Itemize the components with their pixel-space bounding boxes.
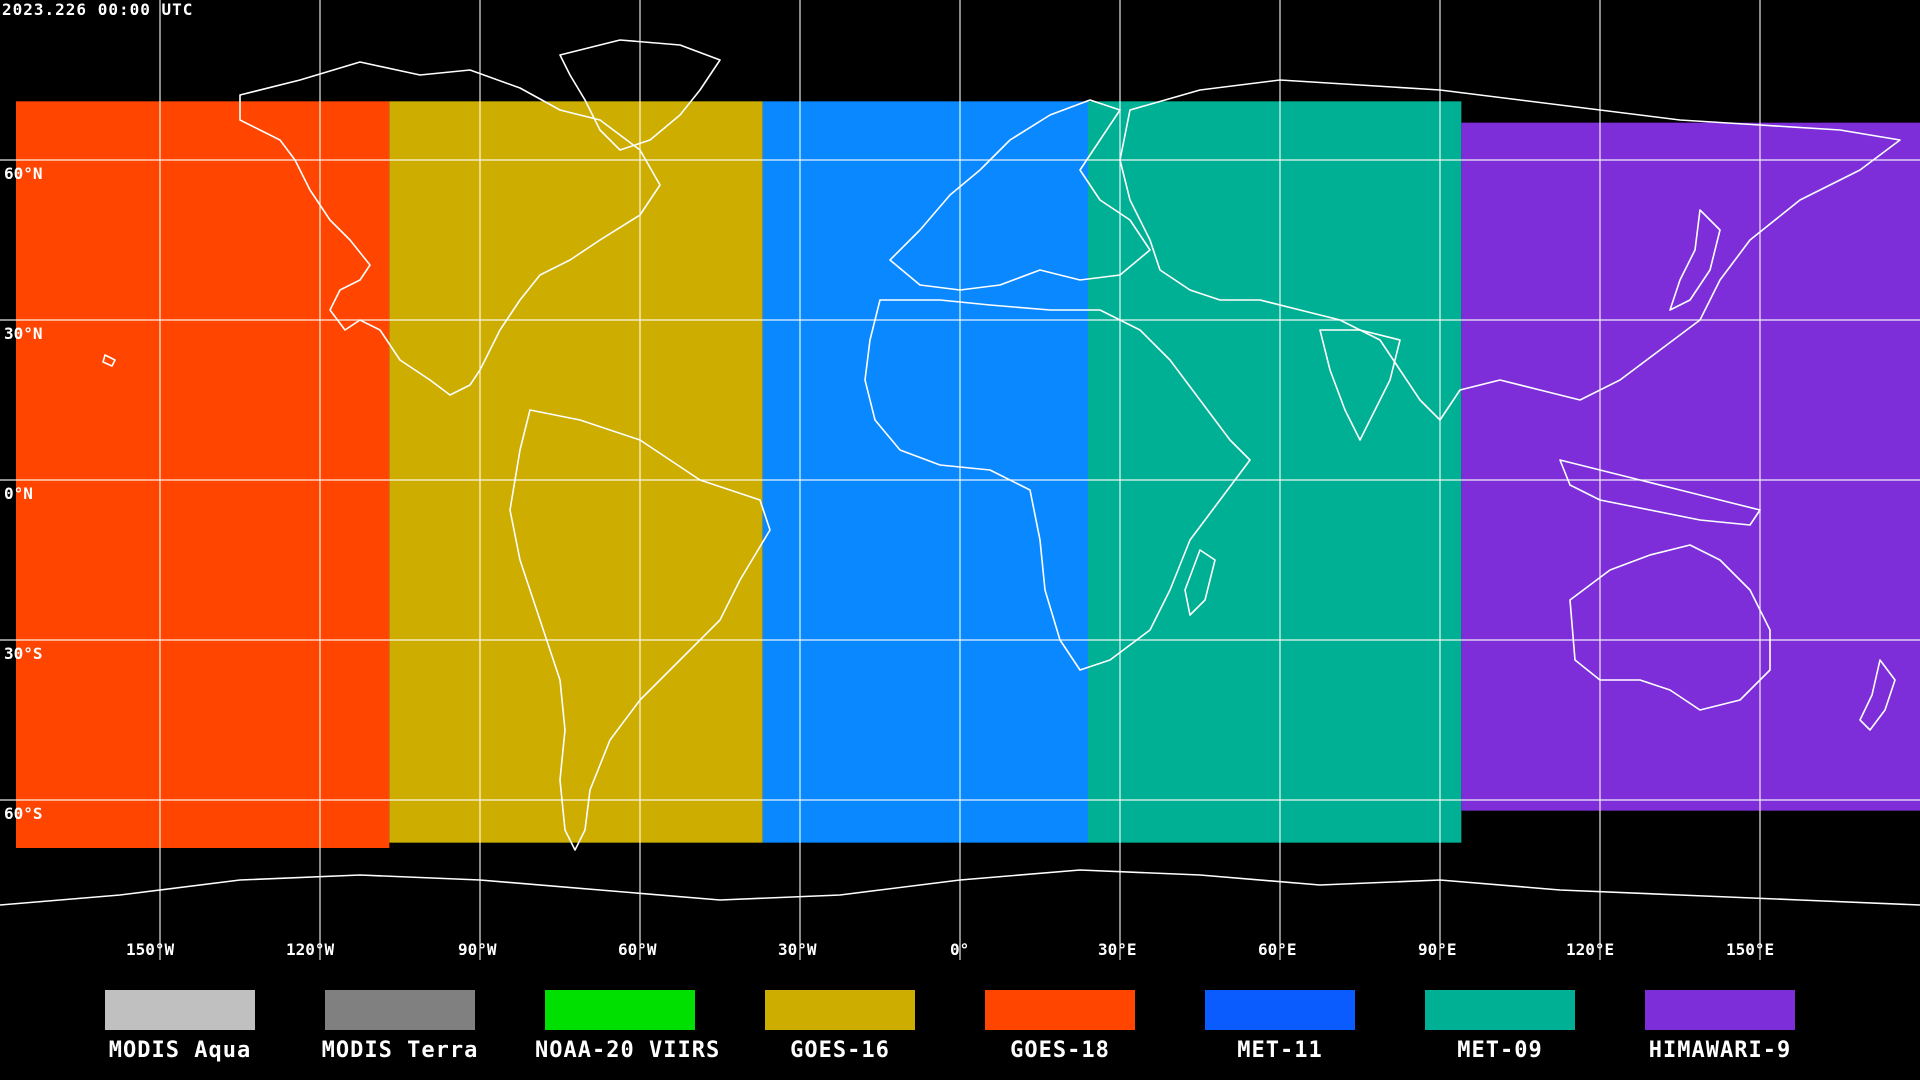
legend-swatch-modis-aqua: [105, 990, 255, 1030]
coastline-japan: [1669, 209, 1721, 311]
coverage-band-goes-16: [389, 101, 763, 843]
legend-label-met09: MET-09: [1457, 1038, 1543, 1063]
legend-item-modis-aqua: MODIS Aqua: [95, 990, 265, 1063]
legend-item-met09: MET-09: [1415, 990, 1585, 1063]
legend-swatch-himawari9: [1645, 990, 1795, 1030]
map-canvas: [0, 0, 1920, 960]
lat-label-60s: 60°S: [4, 804, 43, 823]
lon-label-60e: 60°E: [1258, 940, 1297, 959]
lat-label-30n: 30°N: [4, 324, 43, 343]
coastline-greenland: [559, 39, 721, 151]
coverage-band-goes-18: [16, 101, 390, 849]
legend-item-goes16: GOES-16: [755, 990, 925, 1063]
legend-label-noaa20-viirs: NOAA-20 VIIRS: [535, 1038, 721, 1063]
lon-label-30w: 30°W: [778, 940, 817, 959]
coastline-indonesia: [1559, 459, 1761, 526]
satellite-legend: MODIS Aqua MODIS Terra NOAA-20 VIIRS GOE…: [0, 960, 1920, 1080]
legend-label-modis-terra: MODIS Terra: [321, 1038, 479, 1063]
coastline-hawaii: [102, 354, 116, 367]
legend-item-noaa20-viirs: NOAA-20 VIIRS: [535, 990, 721, 1063]
coastline-south-america: [509, 409, 771, 851]
coverage-layer: [16, 101, 1920, 849]
coverage-map: 2023.226 00:00 UTC 60°N 30°N 0°N 30°S 60…: [0, 0, 1920, 960]
lon-label-120e: 120°E: [1566, 940, 1615, 959]
coastline-india: [1319, 329, 1401, 441]
legend-item-goes18: GOES-18: [975, 990, 1145, 1063]
legend-label-himawari9: HIMAWARI-9: [1648, 1038, 1792, 1063]
legend-label-goes18: GOES-18: [1010, 1038, 1110, 1063]
lat-label-60n: 60°N: [4, 164, 43, 183]
timestamp: 2023.226 00:00 UTC: [2, 0, 194, 19]
legend-swatch-goes16: [765, 990, 915, 1030]
lon-label-60w: 60°W: [618, 940, 657, 959]
lon-label-150e: 150°E: [1726, 940, 1775, 959]
legend-item-met11: MET-11: [1195, 990, 1365, 1063]
legend-item-modis-terra: MODIS Terra: [315, 990, 485, 1063]
lon-label-150w: 150°W: [126, 940, 175, 959]
coverage-band-met-11: [762, 101, 1088, 843]
coastline-north-america: [239, 61, 661, 396]
coverage-band-himawari-9: [1461, 122, 1920, 811]
legend-swatch-met11: [1205, 990, 1355, 1030]
legend-item-himawari9: HIMAWARI-9: [1635, 990, 1805, 1063]
legend-swatch-goes18: [985, 990, 1135, 1030]
coastline-australia: [1569, 544, 1771, 711]
lat-label-0n: 0°N: [4, 484, 33, 503]
coverage-band-met-09: [1088, 101, 1462, 843]
coastline-europe: [889, 99, 1151, 291]
lon-label-0: 0°: [950, 940, 970, 959]
legend-swatch-noaa20-viirs: [545, 990, 695, 1030]
lon-label-30e: 30°E: [1098, 940, 1137, 959]
lon-label-120w: 120°W: [286, 940, 335, 959]
legend-label-met11: MET-11: [1237, 1038, 1323, 1063]
coastline-madagascar: [1184, 549, 1216, 616]
graticule: [0, 0, 1920, 960]
coastline-new-zealand: [1859, 659, 1896, 731]
legend-swatch-modis-terra: [325, 990, 475, 1030]
lon-label-90e: 90°E: [1418, 940, 1457, 959]
legend-swatch-met09: [1425, 990, 1575, 1030]
legend-label-modis-aqua: MODIS Aqua: [108, 1038, 252, 1063]
lat-label-30s: 30°S: [4, 644, 43, 663]
lon-label-90w: 90°W: [458, 940, 497, 959]
legend-label-goes16: GOES-16: [790, 1038, 890, 1063]
coastline-africa: [864, 299, 1251, 671]
